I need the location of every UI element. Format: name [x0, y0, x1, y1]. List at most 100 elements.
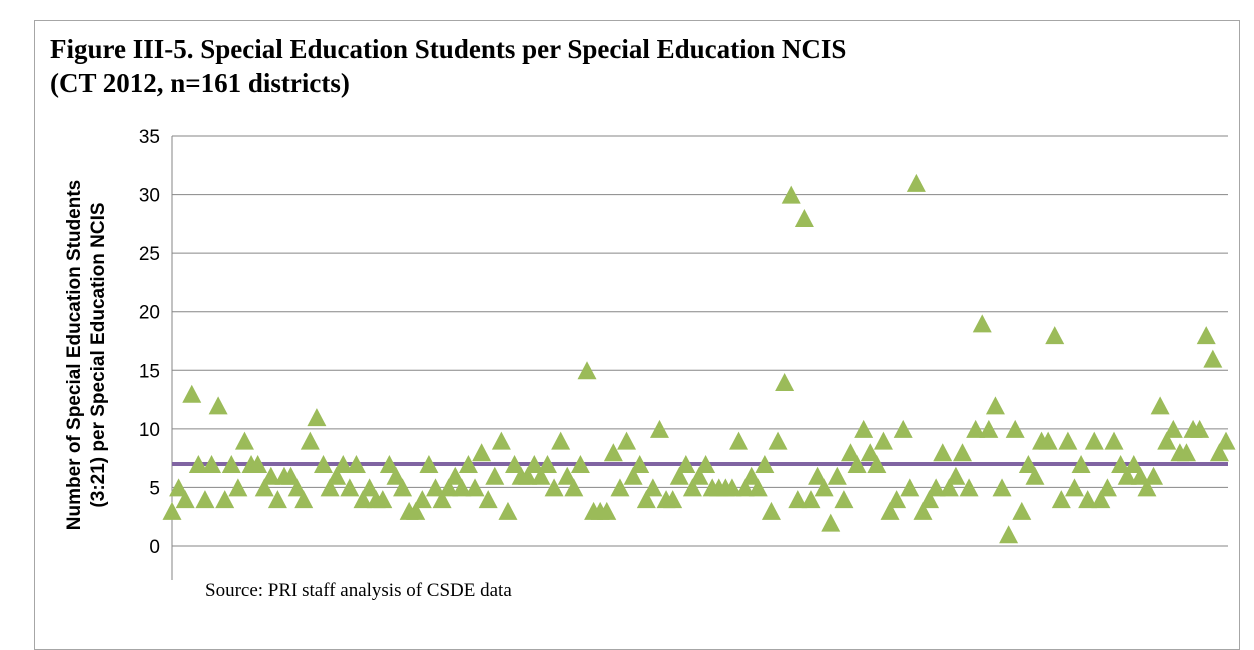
- data-point: [333, 455, 353, 473]
- data-point: [985, 396, 1005, 415]
- data-point: [827, 466, 847, 485]
- data-point: [373, 490, 393, 509]
- data-point: [360, 478, 380, 497]
- y-tick-label: 5: [149, 478, 160, 499]
- data-point: [188, 455, 208, 473]
- data-point: [1051, 490, 1071, 509]
- data-point: [215, 490, 235, 509]
- y-axis-ticks: 0 5 10 15 20 25 30 35: [139, 127, 160, 558]
- data-point: [564, 478, 584, 497]
- data-point: [999, 525, 1019, 544]
- data-point: [1144, 466, 1164, 485]
- data-point: [1216, 431, 1236, 450]
- data-point: [485, 466, 505, 485]
- data-point: [1071, 455, 1091, 473]
- data-point: [748, 478, 768, 497]
- data-point: [202, 455, 222, 473]
- data-point: [1124, 455, 1144, 473]
- data-point: [722, 478, 742, 497]
- data-point: [814, 478, 834, 497]
- data-point: [1117, 466, 1137, 485]
- data-point: [320, 478, 340, 497]
- data-point: [801, 490, 821, 509]
- y-tick-label: 20: [139, 303, 160, 324]
- data-point: [788, 490, 808, 509]
- data-point: [524, 455, 544, 473]
- data-point: [195, 490, 215, 509]
- data-point: [847, 455, 867, 473]
- data-point: [393, 478, 413, 497]
- data-point: [867, 455, 887, 473]
- data-point: [926, 478, 946, 497]
- data-point: [412, 490, 432, 509]
- data-point: [979, 419, 999, 438]
- data-point: [307, 408, 327, 427]
- data-point: [346, 455, 366, 473]
- data-point: [419, 455, 439, 473]
- data-point: [603, 443, 623, 462]
- data-point: [1130, 466, 1150, 485]
- data-point: [577, 361, 597, 380]
- data-point: [426, 478, 445, 497]
- data-point: [452, 478, 472, 497]
- data-point: [248, 455, 268, 473]
- data-point: [432, 490, 452, 509]
- data-point: [162, 501, 182, 520]
- data-point: [742, 466, 762, 485]
- data-point: [531, 466, 551, 485]
- data-point: [267, 490, 287, 509]
- source-note: Source: PRI staff analysis of CSDE data: [205, 580, 512, 601]
- data-point: [458, 455, 478, 473]
- data-point: [808, 466, 828, 485]
- y-tick-label: 15: [139, 361, 160, 382]
- data-point: [1176, 443, 1196, 462]
- data-point: [544, 478, 564, 497]
- data-point: [182, 384, 202, 403]
- y-axis-label-line-2: (3:21) per Special Education NCIS: [88, 202, 109, 507]
- data-point: [893, 419, 913, 438]
- data-point: [617, 431, 637, 450]
- data-point: [208, 396, 228, 415]
- data-point: [880, 501, 900, 520]
- data-point: [478, 490, 498, 509]
- data-point: [676, 455, 696, 473]
- data-point: [920, 490, 940, 509]
- data-point: [327, 466, 347, 485]
- data-point: [386, 466, 406, 485]
- data-point: [1157, 431, 1177, 450]
- data-point: [735, 478, 755, 497]
- y-tick-label: 30: [139, 186, 160, 207]
- y-tick-label: 10: [139, 420, 160, 441]
- data-point: [491, 431, 511, 450]
- chart-title-line-2: (CT 2012, n=161 districts): [50, 68, 350, 98]
- data-point: [314, 455, 334, 473]
- data-point: [649, 419, 669, 438]
- y-axis-label-line-1: Number of Special Education Students: [64, 180, 85, 531]
- data-point: [379, 455, 399, 473]
- data-point: [1196, 326, 1216, 345]
- data-point: [570, 455, 590, 473]
- data-point: [623, 466, 643, 485]
- data-point: [1203, 349, 1223, 368]
- data-point: [768, 431, 788, 450]
- y-tick-label: 25: [139, 244, 160, 265]
- data-point: [537, 455, 557, 473]
- data-point: [300, 431, 320, 450]
- data-point: [472, 443, 492, 462]
- data-point: [972, 314, 992, 333]
- data-point: [1038, 431, 1058, 450]
- data-point: [663, 490, 683, 509]
- data-point: [781, 185, 801, 204]
- data-point: [610, 478, 630, 497]
- data-point: [294, 490, 314, 509]
- data-point: [557, 466, 577, 485]
- data-point: [1190, 419, 1210, 438]
- data-point: [1104, 431, 1124, 450]
- data-point: [406, 501, 426, 520]
- y-tick-label: 0: [149, 537, 160, 558]
- chart-title-line-1: Figure III-5. Special Education Students…: [50, 34, 847, 64]
- data-point: [794, 209, 814, 227]
- data-point: [1012, 501, 1032, 520]
- data-point: [761, 501, 781, 520]
- data-point: [1084, 431, 1104, 450]
